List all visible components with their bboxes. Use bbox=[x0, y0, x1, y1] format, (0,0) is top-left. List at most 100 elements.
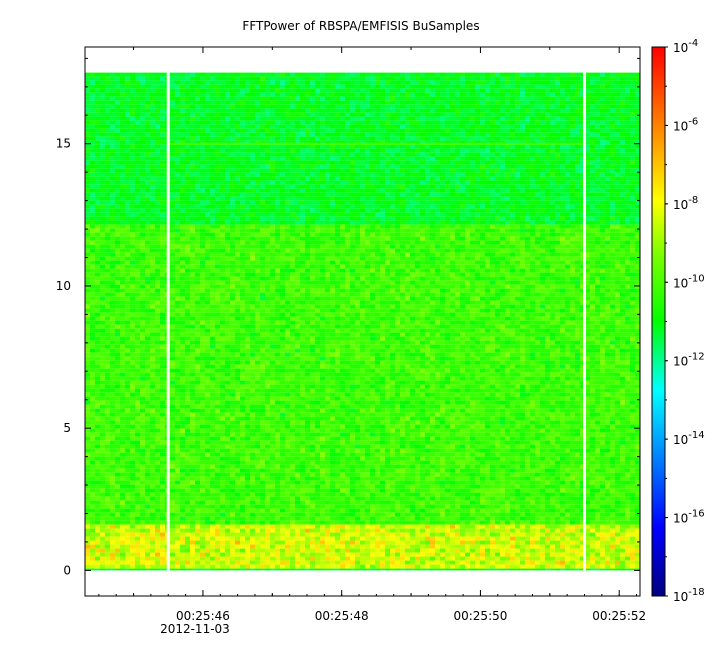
heatmap-cell bbox=[510, 164, 515, 169]
heatmap-cell bbox=[530, 100, 535, 105]
heatmap-cell bbox=[460, 160, 465, 165]
heatmap-cell bbox=[505, 208, 510, 213]
heatmap-cell bbox=[555, 72, 560, 77]
heatmap-cell bbox=[545, 144, 550, 149]
heatmap-cell bbox=[625, 128, 630, 133]
heatmap-cell bbox=[270, 88, 275, 93]
heatmap-cell bbox=[615, 116, 620, 121]
heatmap-cell bbox=[455, 248, 460, 253]
heatmap-cell bbox=[360, 72, 365, 77]
heatmap-cell bbox=[295, 156, 300, 161]
heatmap-cell bbox=[470, 160, 475, 165]
heatmap-cell bbox=[515, 84, 520, 89]
heatmap-cell bbox=[240, 116, 245, 121]
heatmap-cell bbox=[530, 160, 535, 165]
heatmap-cell bbox=[95, 108, 100, 113]
heatmap-cell bbox=[235, 116, 240, 121]
heatmap-cell bbox=[390, 72, 395, 77]
heatmap-cell bbox=[445, 180, 450, 185]
heatmap-cell bbox=[540, 204, 545, 209]
heatmap-cell bbox=[210, 136, 215, 141]
heatmap-cell bbox=[365, 112, 370, 117]
heatmap-cell bbox=[600, 176, 605, 181]
heatmap-cell bbox=[630, 88, 635, 93]
heatmap-cell bbox=[345, 100, 350, 105]
heatmap-cell bbox=[610, 100, 615, 105]
heatmap-cell bbox=[375, 204, 380, 209]
heatmap-cell bbox=[355, 168, 360, 173]
heatmap-cell bbox=[345, 92, 350, 97]
heatmap-cell bbox=[190, 180, 195, 185]
heatmap-cell bbox=[320, 72, 325, 77]
heatmap-cell bbox=[140, 128, 145, 133]
heatmap-cell bbox=[125, 140, 130, 145]
heatmap-cell bbox=[295, 152, 300, 157]
heatmap-cell bbox=[475, 192, 480, 197]
heatmap-cell bbox=[515, 140, 520, 145]
heatmap-cell bbox=[550, 88, 555, 93]
heatmap-cell bbox=[545, 152, 550, 157]
heatmap-cell bbox=[435, 244, 440, 249]
heatmap-cell bbox=[95, 132, 100, 137]
heatmap-cell bbox=[160, 132, 165, 137]
heatmap-cell bbox=[610, 216, 615, 221]
heatmap-cell bbox=[400, 164, 405, 169]
heatmap-cell bbox=[520, 212, 525, 217]
heatmap-cell bbox=[350, 160, 355, 165]
heatmap-cell bbox=[595, 216, 600, 221]
heatmap-cell bbox=[95, 168, 100, 173]
heatmap-cell bbox=[105, 204, 110, 209]
heatmap-cell bbox=[560, 96, 565, 101]
heatmap-cell bbox=[130, 224, 135, 229]
heatmap-cell bbox=[155, 148, 160, 153]
spectrogram-image bbox=[85, 72, 640, 571]
heatmap-cell bbox=[435, 176, 440, 181]
heatmap-cell bbox=[330, 112, 335, 117]
heatmap-cell bbox=[315, 128, 320, 133]
heatmap-cell bbox=[490, 152, 495, 157]
heatmap-cell bbox=[600, 172, 605, 177]
heatmap-cell bbox=[425, 168, 430, 173]
heatmap-cell bbox=[510, 140, 515, 145]
heatmap-cell bbox=[405, 88, 410, 93]
heatmap-cell bbox=[515, 88, 520, 93]
heatmap-cell bbox=[365, 104, 370, 109]
heatmap-cell bbox=[175, 216, 180, 221]
heatmap-cell bbox=[500, 104, 505, 109]
heatmap-cell bbox=[515, 104, 520, 109]
heatmap-cell bbox=[90, 144, 95, 149]
heatmap-cell bbox=[385, 180, 390, 185]
heatmap-cell bbox=[580, 200, 585, 205]
heatmap-cell bbox=[155, 140, 160, 145]
heatmap-cell bbox=[140, 244, 145, 249]
heatmap-cell bbox=[365, 204, 370, 209]
heatmap-cell bbox=[295, 192, 300, 197]
heatmap-cell bbox=[205, 112, 210, 117]
heatmap-cell bbox=[110, 104, 115, 109]
heatmap-cell bbox=[325, 208, 330, 213]
heatmap-cell bbox=[365, 244, 370, 249]
heatmap-cell bbox=[305, 160, 310, 165]
heatmap-cell bbox=[150, 192, 155, 197]
heatmap-cell bbox=[350, 72, 355, 77]
heatmap-cell bbox=[310, 116, 315, 121]
heatmap-cell bbox=[90, 160, 95, 165]
heatmap-cell bbox=[590, 220, 595, 225]
heatmap-cell bbox=[200, 168, 205, 173]
heatmap-cell bbox=[490, 156, 495, 161]
heatmap-cell bbox=[620, 200, 625, 205]
heatmap-cell bbox=[220, 184, 225, 189]
heatmap-cell bbox=[385, 116, 390, 121]
heatmap-cell bbox=[230, 220, 235, 225]
heatmap-cell bbox=[355, 196, 360, 201]
heatmap-cell bbox=[435, 84, 440, 89]
heatmap-cell bbox=[115, 116, 120, 121]
heatmap-cell bbox=[440, 148, 445, 153]
heatmap-cell bbox=[485, 136, 490, 141]
heatmap-cell bbox=[625, 200, 630, 205]
heatmap-cell bbox=[370, 200, 375, 205]
heatmap-cell bbox=[385, 92, 390, 97]
heatmap-cell bbox=[260, 212, 265, 217]
heatmap-cell bbox=[560, 92, 565, 97]
heatmap-cell bbox=[590, 92, 595, 97]
